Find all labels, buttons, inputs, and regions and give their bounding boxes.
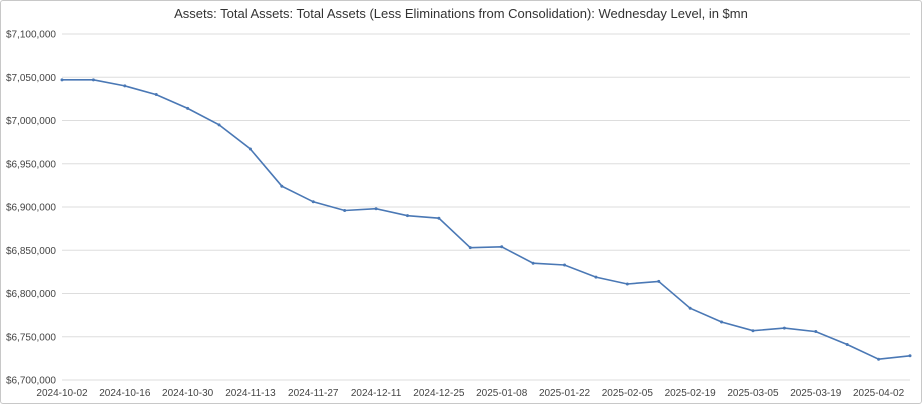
y-tick-label: $6,750,000 xyxy=(6,332,56,343)
data-point xyxy=(248,147,252,151)
x-tick-label: 2025-03-05 xyxy=(727,388,779,399)
y-tick-label: $6,950,000 xyxy=(6,159,56,170)
data-point xyxy=(405,214,409,218)
y-tick-label: $6,850,000 xyxy=(6,246,56,257)
data-point xyxy=(91,78,95,82)
y-tick-label: $7,050,000 xyxy=(6,73,56,84)
data-point xyxy=(845,343,849,347)
x-tick-label: 2024-10-30 xyxy=(162,388,214,399)
y-tick-label: $7,100,000 xyxy=(6,30,56,41)
data-point xyxy=(688,306,692,310)
y-tick-label: $6,800,000 xyxy=(6,289,56,300)
x-tick-label: 2025-01-08 xyxy=(476,388,528,399)
y-tick-label: $6,700,000 xyxy=(6,376,56,387)
x-tick-label: 2024-11-27 xyxy=(288,388,339,399)
data-point xyxy=(154,93,158,97)
data-point xyxy=(437,216,441,220)
data-point xyxy=(60,78,64,82)
x-tick-label: 2025-04-02 xyxy=(853,388,905,399)
x-tick-label: 2025-02-19 xyxy=(665,388,717,399)
x-tick-label: 2024-10-02 xyxy=(36,388,88,399)
gridlines xyxy=(62,33,910,381)
data-point xyxy=(343,208,347,212)
x-tick-label: 2024-11-13 xyxy=(225,388,276,399)
x-tick-label: 2025-03-19 xyxy=(790,388,842,399)
x-tick-label: 2024-12-11 xyxy=(351,388,402,399)
data-point xyxy=(186,106,190,110)
data-point xyxy=(374,207,378,211)
x-tick-label: 2025-01-22 xyxy=(539,388,591,399)
x-tick-label: 2024-10-16 xyxy=(99,388,151,399)
y-axis-ticks: $6,700,000 $6,750,000 $6,800,000 $6,850,000… xyxy=(6,30,56,387)
data-point xyxy=(500,245,504,249)
chart-title: Assets: Total Assets: Total Assets (Less… xyxy=(174,6,748,21)
data-point xyxy=(531,261,535,265)
y-tick-label: $6,900,000 xyxy=(6,203,56,214)
data-point xyxy=(877,357,881,361)
data-point xyxy=(782,326,786,330)
data-points xyxy=(60,78,912,361)
data-point xyxy=(751,329,755,333)
data-point xyxy=(563,263,567,267)
data-point xyxy=(468,246,472,250)
data-point xyxy=(123,84,127,88)
data-point xyxy=(280,184,284,188)
data-point xyxy=(657,279,661,283)
data-point xyxy=(594,275,598,279)
data-point xyxy=(814,330,818,334)
series-line-total-assets xyxy=(62,79,911,361)
x-tick-label: 2025-02-05 xyxy=(602,388,654,399)
data-point xyxy=(625,282,629,286)
data-point xyxy=(908,354,912,358)
x-axis-ticks: 2024-10-02 2024-10-16 2024-10-30 2024-11-13… xyxy=(36,388,904,399)
y-tick-label: $7,000,000 xyxy=(6,116,56,127)
x-tick-label: 2024-12-25 xyxy=(413,388,465,399)
data-point xyxy=(217,123,221,127)
data-point xyxy=(720,320,724,324)
data-point xyxy=(311,200,315,204)
